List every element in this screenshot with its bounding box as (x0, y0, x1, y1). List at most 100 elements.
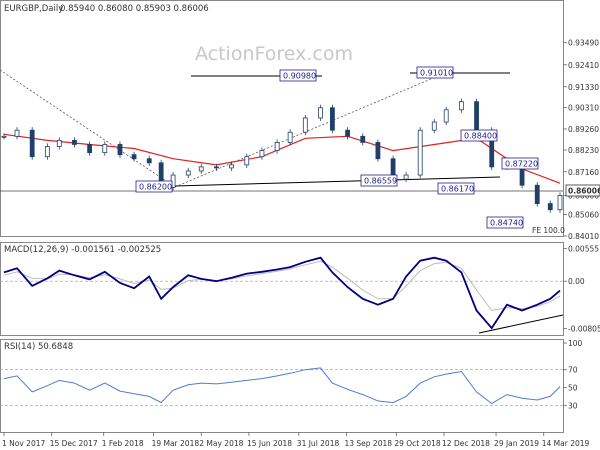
svg-text:0.84740: 0.84740 (490, 219, 523, 228)
x-tick-label: 1 Nov 2017 (2, 439, 45, 448)
candle-body (431, 121, 437, 131)
candle-body (44, 146, 50, 158)
candle-body (244, 156, 250, 166)
candle-body (185, 170, 191, 176)
rsi-axis-ticks: 100 70 50 30 (0, 339, 583, 410)
price-tick-label: 0.87160 (568, 168, 599, 177)
rsi-panel-frame (0, 339, 564, 433)
price-tick-label: 0.91330 (568, 83, 599, 92)
price-tick-label: 0.85060 (568, 211, 599, 220)
x-tick-label: 15 Jun 2018 (247, 439, 292, 448)
price-tick-label: 0.89260 (568, 125, 599, 134)
candle-body (287, 131, 293, 143)
dashed-channel-line (174, 75, 439, 188)
label-088400: 0.88400 (460, 129, 498, 142)
last-price-box (565, 184, 600, 197)
svg-text:0.91010: 0.91010 (420, 69, 453, 78)
label-087220: 0.87220 (501, 157, 539, 170)
candle-body (534, 184, 540, 204)
label-090980: 0.90980 (279, 69, 317, 82)
x-tick-label: 13 Sep 2018 (344, 439, 392, 448)
candle-body (375, 142, 381, 160)
x-tick-label: 2 May 2018 (199, 439, 243, 448)
macd-axis-ticks: 0.00555 0.00 -0.00805 (0, 245, 600, 333)
rsi-panel: RSI(14) 50.6848 100 70 50 30 (0, 339, 583, 433)
macd-panel: MACD(12,26,9) -0.001561 -0.002525 0.0055… (0, 242, 600, 336)
macd-trendline (478, 314, 564, 334)
candle-body (72, 139, 77, 145)
candle-body (360, 135, 366, 143)
ohlc-readout: 0.85940 0.86080 0.85903 0.86006 (60, 4, 209, 14)
price-tick-label: 0.90310 (568, 104, 599, 113)
x-tick-label: 31 Jul 2018 (297, 439, 340, 448)
candle-body (214, 166, 219, 169)
candle-body (56, 139, 62, 147)
watermark: ActionForex.com (195, 43, 353, 65)
candle-body (403, 174, 409, 180)
rsi-line (3, 367, 561, 405)
svg-text:0.86559: 0.86559 (364, 177, 397, 186)
candle-body (117, 144, 123, 156)
fe-label: FE 100.0 (532, 226, 565, 235)
candle-body (259, 150, 265, 158)
x-tick-label: 15 Dec 2017 (50, 439, 98, 448)
x-tick-label: 29 Jan 2019 (494, 439, 539, 448)
x-tick-label: 1 Feb 2018 (102, 439, 144, 448)
candle-series (1, 98, 563, 213)
rsi-tick-label: 50 (568, 384, 578, 393)
last-price-text: 0.86006 (568, 187, 600, 196)
macd-tick-label: 0.00555 (568, 245, 599, 254)
candle-body (443, 109, 449, 123)
x-tick-label: 29 Oct 2018 (394, 439, 441, 448)
candle-body (14, 129, 20, 137)
price-axis-ticks: 0.93490 0.92410 0.91330 0.90310 0.89260 0.882… (563, 39, 599, 241)
candle-body (87, 144, 93, 154)
candle-body (329, 107, 335, 131)
label-086559: 0.86559 (360, 174, 398, 187)
macd-tick-label: 0.00 (568, 277, 585, 286)
price-tick-label: 0.93490 (568, 39, 599, 48)
price-tick-label: 0.84010 (568, 232, 599, 241)
candle-body (547, 203, 553, 211)
symbol-title: EURGBP,Daily (4, 4, 63, 14)
svg-text:0.86170: 0.86170 (441, 185, 474, 194)
x-tick-label: 14 Mar 2019 (542, 439, 590, 448)
candle-body (557, 195, 563, 211)
candle-body (417, 129, 423, 176)
x-tick-label: 19 Mar 2018 (152, 439, 200, 448)
svg-text:0.90980: 0.90980 (283, 72, 316, 81)
rsi-title: RSI(14) 50.6848 (4, 342, 73, 352)
candle-body (198, 166, 204, 172)
rsi-tick-label: 30 (568, 401, 578, 410)
label-084740: 0.84740 (486, 216, 524, 229)
price-panel: EURGBP,Daily 0.85940 0.86080 0.85903 0.8… (0, 0, 600, 241)
x-tick-label: 12 Dec 2018 (442, 439, 490, 448)
candle-body (458, 101, 464, 111)
candle-body (29, 129, 35, 158)
candle-body (302, 117, 308, 133)
macd-title: MACD(12,26,9) -0.001561 -0.002525 (4, 245, 161, 255)
candle-body (274, 142, 280, 151)
macd-tick-label: -0.00805 (568, 324, 600, 333)
support-trendline (174, 176, 501, 187)
svg-text:0.87220: 0.87220 (505, 160, 538, 169)
svg-text:0.88400: 0.88400 (464, 132, 497, 141)
candle-body (229, 164, 235, 169)
dashed-downtrend-line (0, 69, 176, 188)
candle-body (318, 107, 323, 119)
candle-body (102, 144, 108, 154)
candle-body (1, 135, 7, 138)
rsi-tick-label: 70 (568, 366, 578, 375)
label-086200: 0.86200 (135, 180, 173, 193)
x-axis-ticks: 1 Nov 2017 15 Dec 2017 1 Feb 2018 19 Mar 20… (2, 432, 590, 448)
rsi-tick-label: 100 (568, 339, 583, 348)
price-tick-label: 0.88230 (568, 146, 599, 155)
candle-body (146, 158, 152, 164)
candle-body (474, 101, 479, 131)
candle-body (131, 154, 137, 160)
label-091010: 0.91010 (416, 66, 454, 79)
candle-body (345, 129, 350, 137)
svg-text:0.86200: 0.86200 (139, 183, 172, 192)
price-panel-frame (0, 0, 564, 237)
